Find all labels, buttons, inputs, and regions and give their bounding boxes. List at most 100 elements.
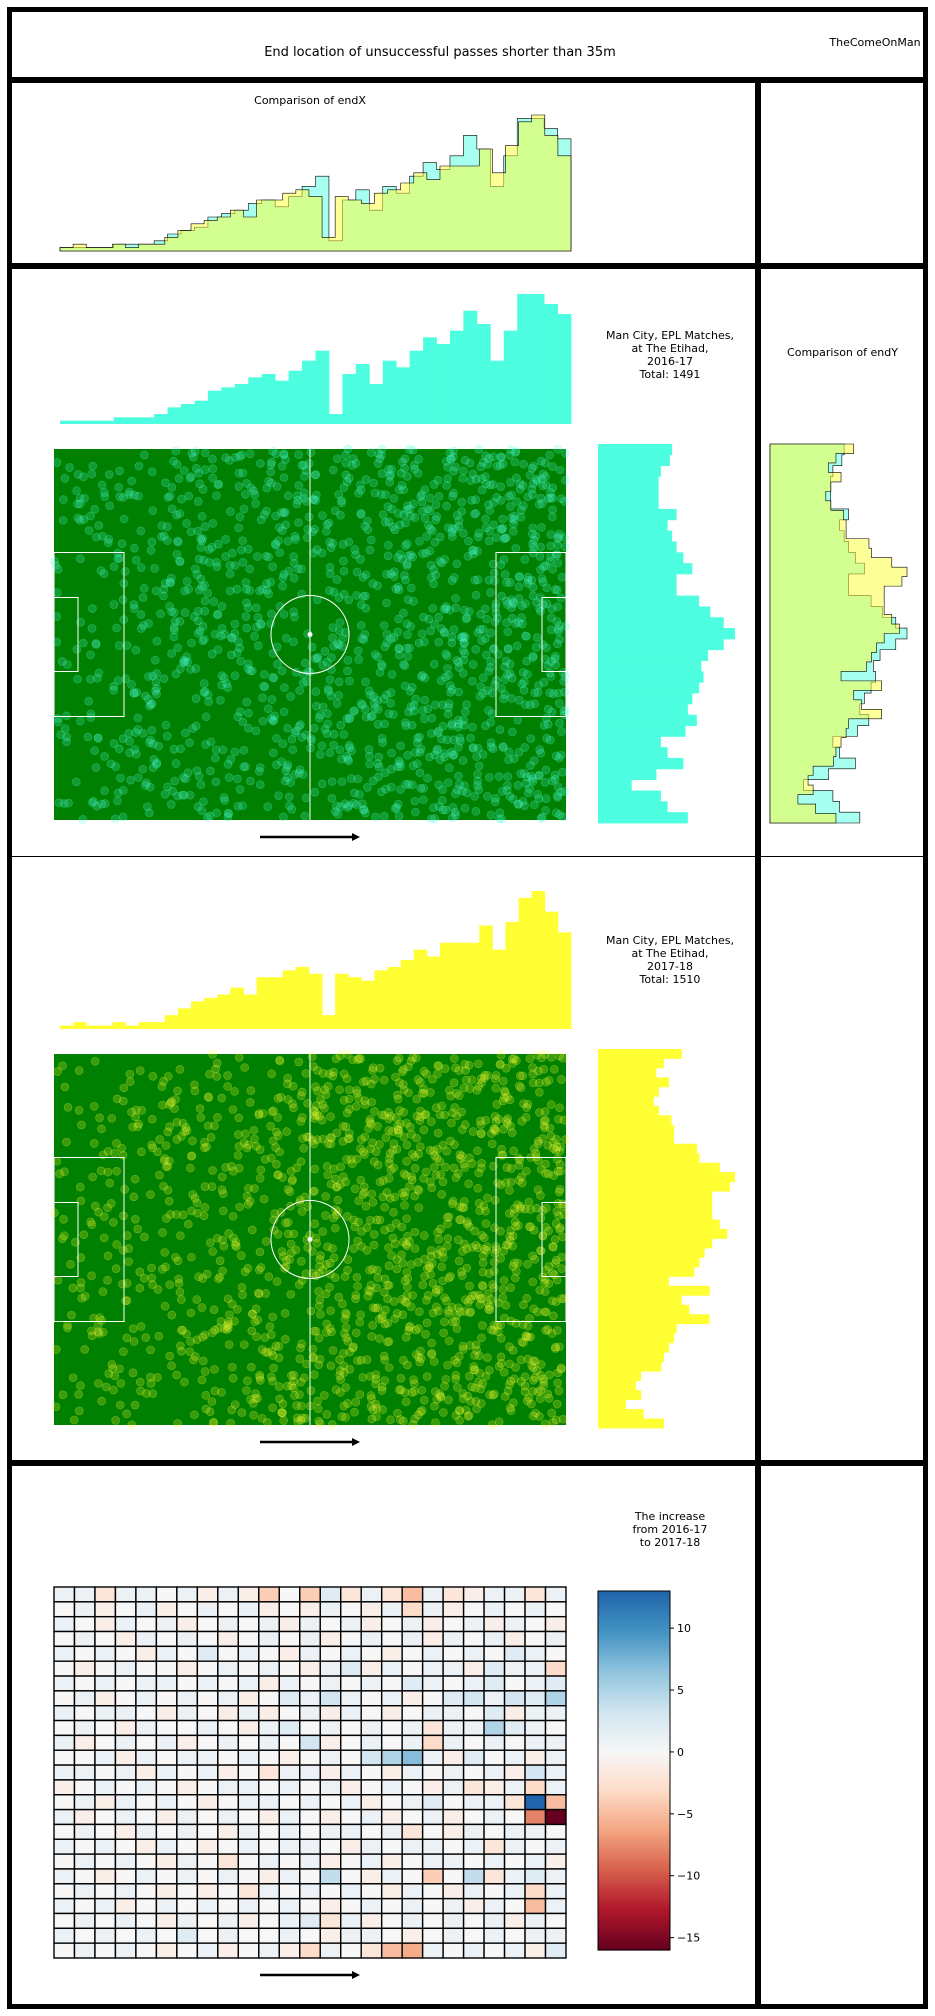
pass-end-point [343,444,353,454]
pass-end-point [553,534,563,544]
pass-end-point [199,797,208,807]
pass-end-point [433,475,443,485]
pass-end-point [462,613,472,623]
pass-end-point [435,755,445,764]
pass-end-point [136,526,146,536]
pass-end-point [316,710,325,720]
pass-end-point [558,668,568,677]
pass-end-point [186,665,195,674]
pass-end-point [279,812,288,822]
pass-end-point [202,812,212,822]
pass-end-point [456,736,465,746]
pass-end-point [527,774,537,784]
pass-end-point [171,446,181,456]
pass-end-point [147,467,157,477]
pass-end-point [438,721,448,731]
pass-end-point [506,477,515,487]
pass-end-point [312,654,322,663]
pass-end-point [329,729,339,739]
pass-end-point [429,480,439,489]
pass-end-point [527,463,537,473]
pass-end-point [473,532,483,542]
pass-end-point [175,509,185,519]
endx-bar-2016 [463,310,478,424]
endx-bar-2016 [181,404,195,424]
pass-end-point [423,504,433,514]
pass-end-point [234,482,244,491]
pass-end-point [546,672,556,681]
pass-end-point [413,469,423,478]
caption-2016: Man City, EPL Matches, at The Etihad, 20… [605,329,735,381]
pass-end-point [62,711,71,721]
pass-end-point [176,744,185,754]
pass-end-point [293,564,303,574]
pass-end-point [500,570,510,579]
pass-end-point [545,450,554,460]
pass-end-point [200,465,210,474]
pass-end-point [381,490,391,499]
pass-end-point [356,600,366,610]
pass-end-point [370,488,380,498]
pass-end-point [252,622,261,632]
pass-end-point [366,712,376,722]
pass-end-point [507,595,516,604]
pass-end-point [523,492,533,502]
pass-end-point [118,812,128,822]
pass-end-point [555,718,564,728]
pass-end-point [545,668,555,678]
pass-end-point [508,613,517,623]
pass-end-point [235,512,245,522]
pass-end-point [541,765,551,775]
pass-end-point [270,711,279,721]
pass-end-point [217,624,227,633]
pass-end-point [369,478,378,488]
pass-end-point [278,581,287,591]
pass-end-point [340,799,350,808]
endx-bar-2016 [234,384,249,424]
pass-end-point [277,461,287,471]
pass-end-point [468,676,477,686]
pass-end-point [144,695,153,704]
pass-end-point [554,529,564,539]
pass-end-point [92,801,102,811]
pass-end-point [539,562,548,571]
pass-end-point [280,683,289,692]
pass-end-point [242,479,251,488]
pass-end-point [517,601,527,611]
pass-end-point [389,494,399,503]
pass-end-point [454,663,464,672]
pass-end-point [271,449,281,459]
pass-end-point [198,485,208,494]
pass-end-point [460,649,470,658]
pass-end-point [560,533,570,542]
pass-end-point [478,458,488,467]
pass-end-point [311,687,321,696]
pass-end-point [185,473,195,483]
pass-end-point [511,447,520,457]
pass-end-point [356,555,365,564]
pass-end-point [299,460,308,470]
pass-end-point [553,793,563,802]
pass-end-point [134,773,143,782]
pass-end-point [341,458,351,468]
pass-end-point [141,691,150,701]
pass-end-point [65,463,74,472]
pass-end-point [279,449,289,458]
pass-end-point [448,803,458,812]
pass-end-point [242,697,252,707]
pass-end-point [196,780,206,789]
pass-end-point [474,528,484,538]
pass-end-point [115,553,124,563]
pass-end-point [531,643,541,652]
pass-end-point [473,575,483,585]
pass-end-point [76,554,85,564]
colorbar-tick-label: −15 [677,1932,700,1945]
pass-end-point [430,750,440,760]
pass-end-point [226,755,236,764]
pass-end-point [405,686,415,696]
pass-end-point [497,525,506,534]
pass-end-point [288,745,298,755]
pass-end-point [519,685,529,695]
pass-end-point [131,728,140,737]
endx-bar-2016 [275,380,290,424]
